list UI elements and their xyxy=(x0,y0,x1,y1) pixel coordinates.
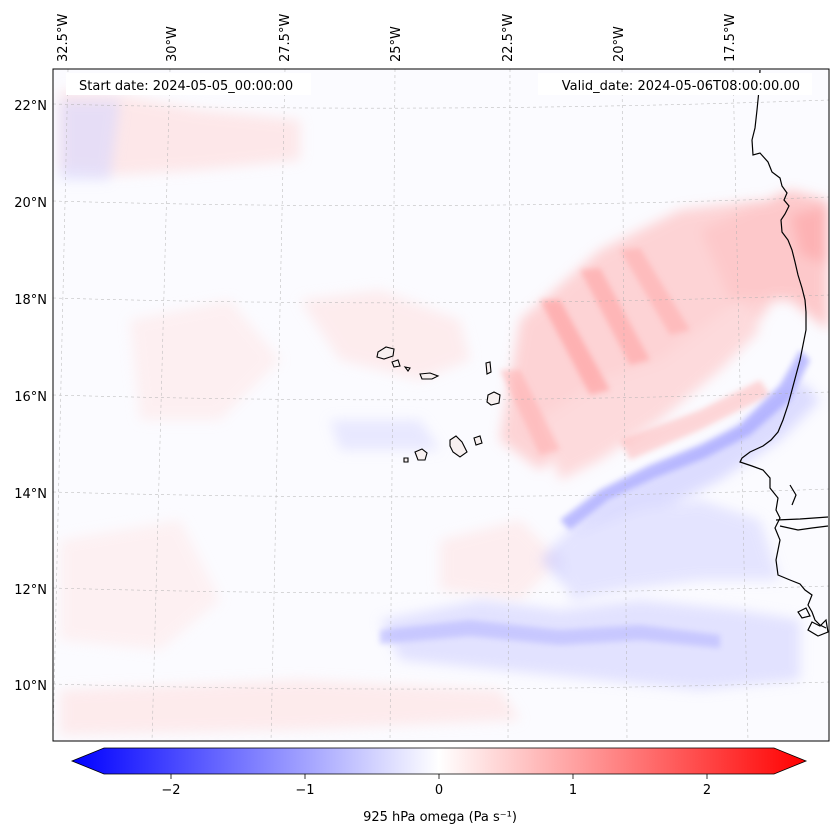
lon-label: 30°W xyxy=(165,26,180,62)
colorbar-tick-label: −1 xyxy=(295,783,314,798)
lat-label: 12°N xyxy=(14,583,47,598)
colorbar-label: 925 hPa omega (Pa s⁻¹) xyxy=(363,810,517,825)
lat-label: 18°N xyxy=(14,293,47,308)
lat-label: 10°N xyxy=(14,679,47,694)
map-area: Start date: 2024-05-05_00:00:00 Valid_da… xyxy=(53,69,829,741)
colorbar-ticks: −2 −1 0 1 2 xyxy=(161,774,711,798)
colorbar-tick-label: 1 xyxy=(569,783,577,798)
colorbar: −2 −1 0 1 2 925 hPa omega (Pa s⁻¹) xyxy=(70,747,808,825)
lon-label: 22.5°W xyxy=(501,14,516,62)
coastline xyxy=(739,69,829,637)
colorbar-tick-label: −2 xyxy=(161,783,180,798)
valid-date-box xyxy=(538,73,812,95)
lon-label: 32.5°W xyxy=(56,14,71,62)
lat-label: 14°N xyxy=(14,487,47,502)
longitude-labels: 32.5°W 30°W 27.5°W 25°W 22.5°W 20°W 17.5… xyxy=(56,14,738,62)
start-date-box xyxy=(66,73,311,95)
start-date-label: Start date: 2024-05-05_00:00:00 xyxy=(79,79,293,94)
colorbar-tick-label: 2 xyxy=(703,783,711,798)
omega-positive-streaks xyxy=(500,248,770,460)
lon-label: 27.5°W xyxy=(278,14,293,62)
latitude-labels: 22°N 20°N 18°N 16°N 14°N 12°N 10°N xyxy=(14,99,47,694)
valid-date-label: Valid_date: 2024-05-06T08:00:00.00 xyxy=(562,79,800,94)
lat-label: 22°N xyxy=(14,99,47,114)
map-frame xyxy=(52,68,830,742)
omega-positive-field xyxy=(60,90,828,735)
lon-label: 20°W xyxy=(612,26,627,62)
lon-label: 25°W xyxy=(389,26,404,62)
colorbar-body xyxy=(70,747,808,775)
lon-label: 17.5°W xyxy=(723,14,738,62)
gridlines xyxy=(53,69,829,741)
colorbar-tick-label: 0 xyxy=(435,783,443,798)
lat-label: 20°N xyxy=(14,196,47,211)
omega-negative-band xyxy=(380,350,810,648)
cape-verde-islands xyxy=(376,346,501,463)
lat-label: 16°N xyxy=(14,390,47,405)
